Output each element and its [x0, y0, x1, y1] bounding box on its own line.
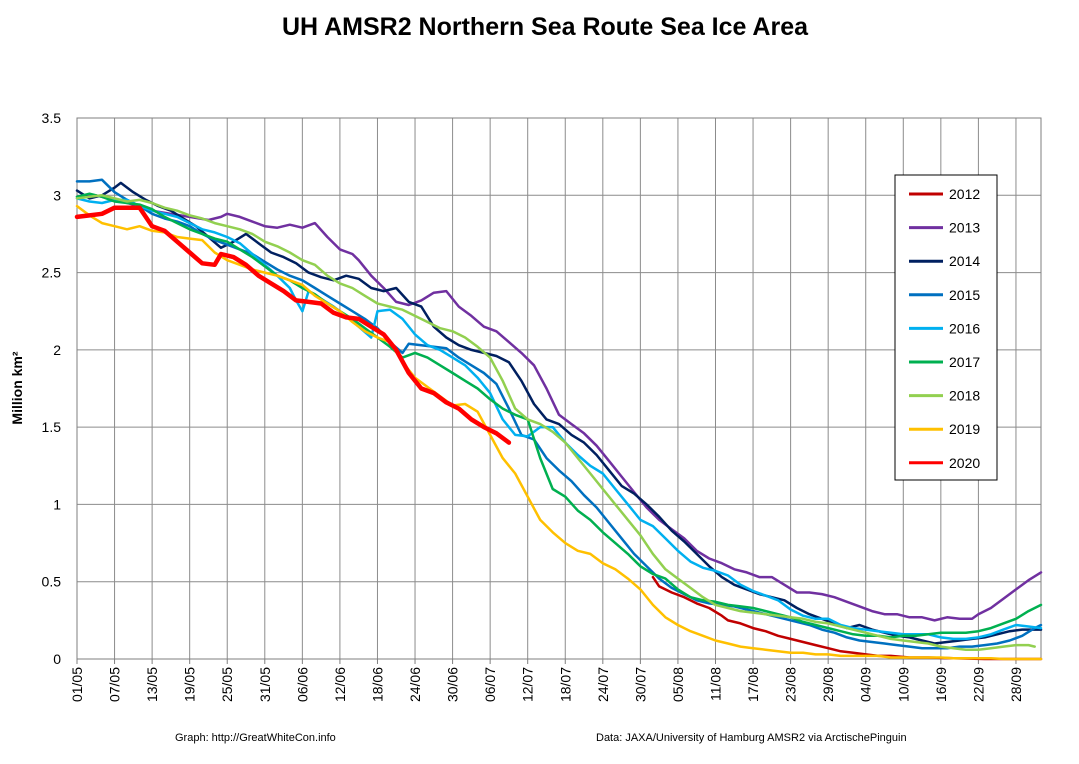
data-credit: Data: JAXA/University of Hamburg AMSR2 v… [596, 732, 907, 744]
series-line-2020 [74, 205, 512, 445]
legend-label-2020: 2020 [949, 455, 980, 471]
legend-label-2015: 2015 [949, 287, 980, 303]
chart-title: UH AMSR2 Northern Sea Route Sea Ice Area [282, 13, 809, 41]
x-tick-label: 01/05 [69, 667, 85, 702]
x-tick-label: 16/09 [933, 667, 949, 702]
legend-label-2019: 2019 [949, 421, 980, 437]
y-tick-label: 0 [53, 651, 61, 667]
series-line-2018 [75, 194, 1036, 651]
x-tick-label: 05/08 [670, 667, 686, 702]
plot-area [76, 117, 1042, 660]
x-tick-label: 25/05 [219, 667, 235, 702]
legend-label-2017: 2017 [949, 354, 980, 370]
x-tick-label: 17/08 [745, 667, 761, 702]
x-tick-label: 22/09 [970, 667, 986, 702]
x-tick-label: 06/07 [482, 667, 498, 702]
y-tick-label: 3.5 [42, 110, 62, 126]
x-tick-label: 30/06 [445, 667, 461, 702]
x-tick-label: 23/08 [783, 667, 799, 702]
x-tick-label: 30/07 [632, 667, 648, 702]
y-tick-label: 0.5 [42, 574, 62, 590]
y-axis: 0 0.5 1 1.5 2 2.5 3 3.5 [42, 110, 62, 667]
series-line-2019 [75, 204, 1043, 661]
graph-credit: Graph: http://GreatWhiteCon.info [175, 732, 336, 744]
x-tick-label: 12/07 [520, 667, 536, 702]
x-tick-label: 10/09 [895, 667, 911, 702]
x-tick-label: 29/08 [820, 667, 836, 702]
x-tick-label: 19/05 [182, 667, 198, 702]
legend-label-2012: 2012 [949, 186, 980, 202]
x-tick-label: 13/05 [144, 667, 160, 702]
x-tick-label: 24/07 [595, 667, 611, 702]
y-tick-label: 1.5 [42, 419, 62, 435]
legend-label-2014: 2014 [949, 253, 980, 269]
x-tick-label: 07/05 [107, 667, 123, 702]
x-tick-label: 04/09 [858, 667, 874, 702]
y-tick-label: 1 [53, 496, 61, 512]
y-tick-label: 2.5 [42, 265, 62, 281]
legend-label-2016: 2016 [949, 320, 980, 336]
x-tick-label: 18/07 [557, 667, 573, 702]
series-lines [74, 178, 1043, 661]
x-tick-label: 11/08 [707, 667, 723, 701]
x-tick-label: 18/06 [369, 667, 385, 702]
x-tick-label: 31/05 [257, 667, 273, 702]
x-tick-label: 12/06 [332, 667, 348, 702]
y-axis-label: Million km² [9, 351, 25, 424]
x-tick-label: 28/09 [1008, 667, 1024, 702]
y-tick-label: 3 [53, 187, 61, 203]
legend: 2012 2013 2014 2015 2016 2017 2018 2019 2020 [894, 174, 998, 481]
x-tick-label: 06/06 [294, 667, 310, 702]
legend-label-2013: 2013 [949, 220, 980, 236]
y-tick-label: 2 [53, 342, 61, 358]
series-line-2013 [75, 194, 1043, 622]
x-tick-label: 24/06 [407, 667, 423, 702]
legend-label-2018: 2018 [949, 388, 980, 404]
x-axis: 01/05 07/05 13/05 19/05 25/05 31/05 06/06 12/06… [69, 659, 1024, 702]
